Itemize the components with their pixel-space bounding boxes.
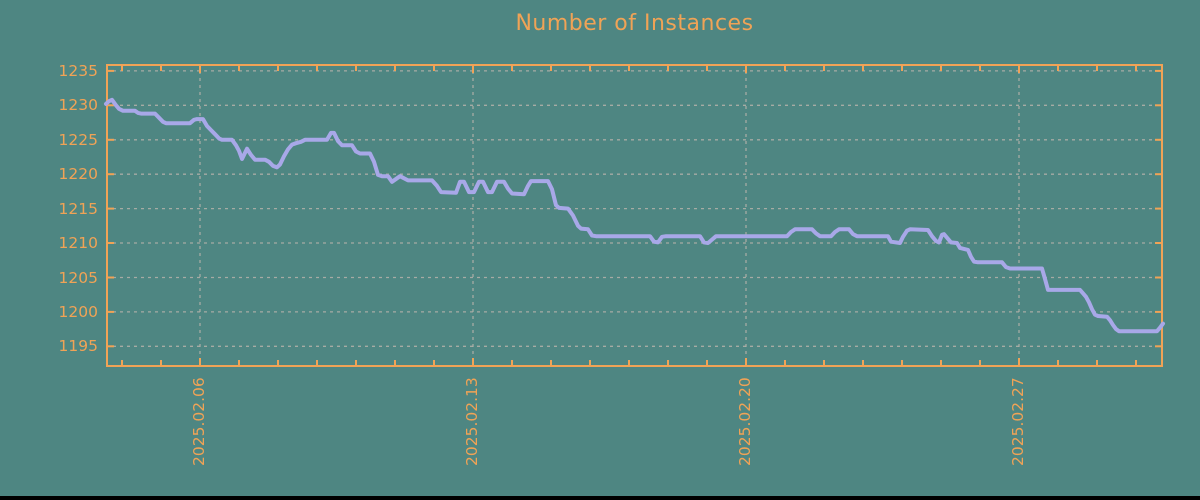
y-axis-tick-label: 1200 (58, 302, 98, 321)
y-axis-tick-label: 1220 (58, 165, 98, 184)
x-axis-tick-label: 2025.02.06 (190, 377, 208, 466)
plot-area (104, 64, 1165, 367)
plot-frame (106, 64, 1163, 367)
y-axis-tick-label: 1215 (58, 199, 98, 218)
y-axis-tick-label: 1210 (58, 234, 98, 252)
y-axis-tick-label: 1225 (58, 130, 98, 149)
y-axis-tick-label: 1205 (58, 268, 98, 287)
x-axis-tick-label: 2025.02.27 (1009, 377, 1027, 466)
instances-series-line (104, 97, 1165, 334)
x-axis-tick-label: 2025.02.13 (463, 377, 481, 466)
x-axis-tick-label: 2025.02.20 (736, 377, 754, 466)
bottom-edge-bar (0, 496, 1200, 500)
y-axis-tick-label: 1230 (58, 96, 98, 115)
y-axis-tick-label: 1195 (58, 337, 98, 356)
y-axis-tick-label: 1235 (58, 61, 98, 80)
chart-title: Number of Instances (515, 11, 754, 36)
